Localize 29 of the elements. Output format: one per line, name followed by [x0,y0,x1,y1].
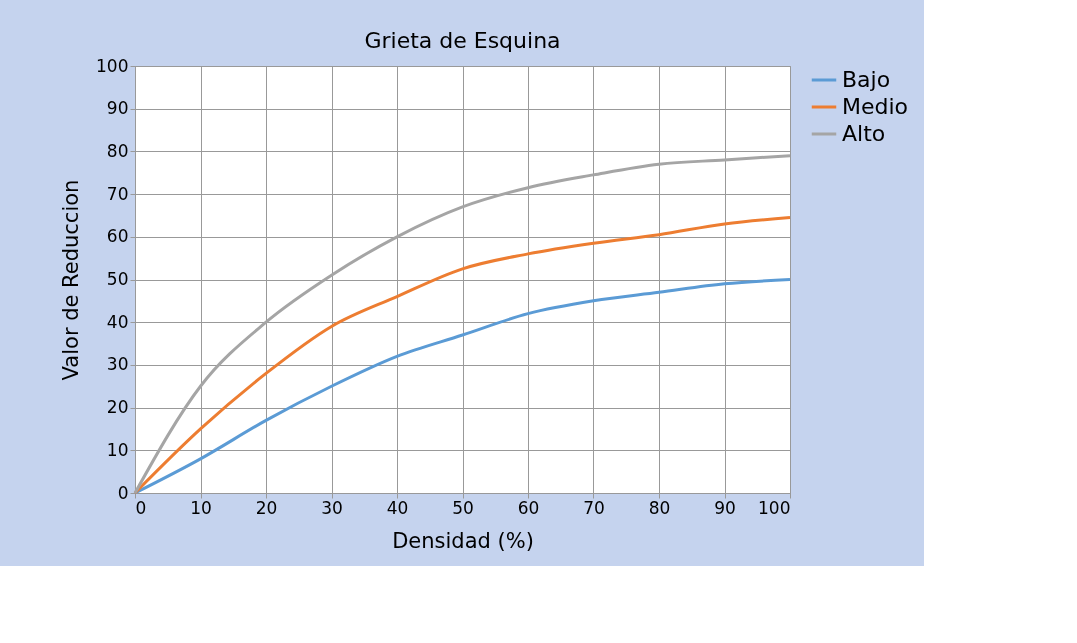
legend-label: Alto [842,121,886,146]
chart-title: Grieta de Esquina [364,28,561,53]
x-tick-label: 100 [758,497,791,518]
y-tick-label: 100 [96,55,129,76]
y-axis-title: Valor de Reduccion [59,179,84,381]
x-tick-label: 90 [714,497,736,518]
x-tick-label: 70 [583,497,605,518]
x-tick-label: 80 [648,497,671,518]
y-tick-label: 0 [117,482,129,503]
y-tick-label: 20 [106,397,129,418]
y-tick-label: 80 [106,140,129,161]
x-tick-label: 50 [452,497,474,518]
x-tick-label: 60 [517,497,540,518]
x-tick-label: 10 [190,497,212,518]
y-tick-label: 30 [106,354,129,375]
x-axis-title: Densidad (%) [392,528,534,553]
legend-label: Bajo [842,67,891,92]
legend-label: Medio [842,94,909,119]
line-series [133,216,792,495]
x-tick-label: 0 [135,497,147,518]
y-tick-label: 90 [106,98,129,119]
y-tick-label: 70 [106,183,129,204]
x-tick-label: 40 [386,497,409,518]
x-tick-label: 20 [255,497,278,518]
y-tick-label: 50 [106,269,129,289]
y-tick-label: 40 [106,311,129,332]
y-tick-label: 10 [106,439,129,460]
x-tick-label: 30 [321,497,343,518]
y-tick-label: 60 [106,226,129,247]
